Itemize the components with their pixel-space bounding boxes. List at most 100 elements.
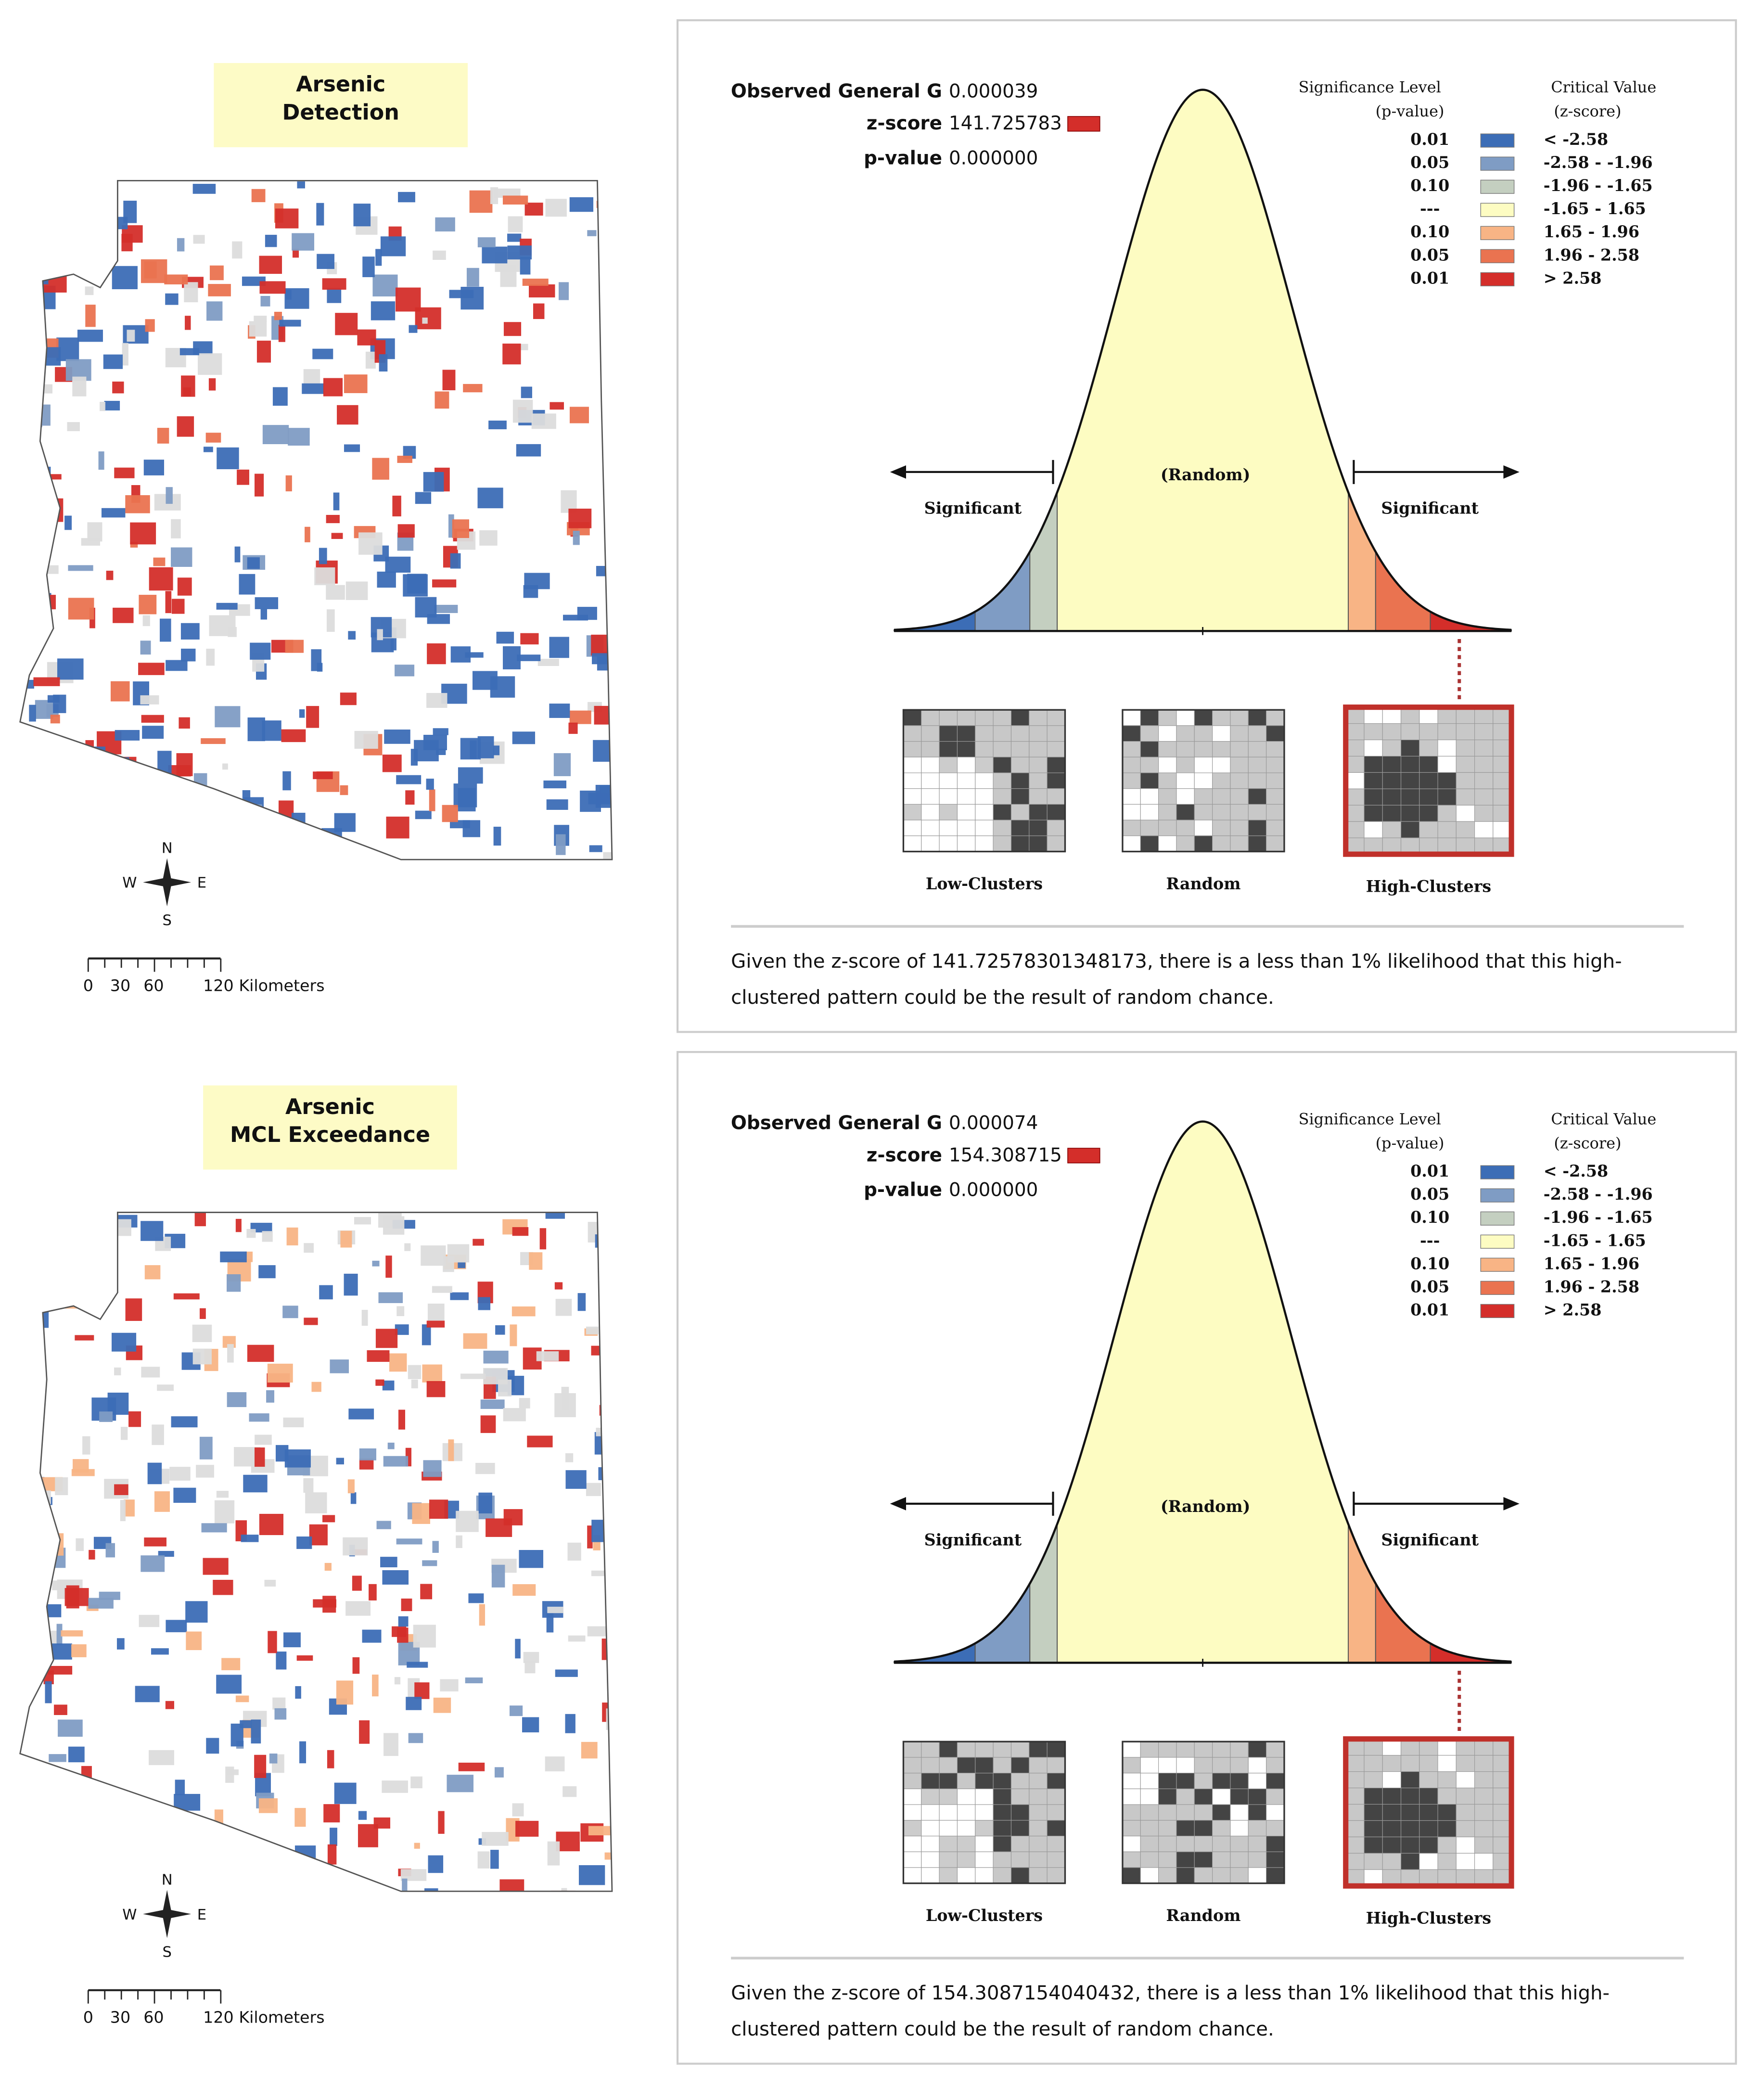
map-patch — [38, 236, 45, 243]
thumbnail-cell — [1158, 709, 1177, 726]
map-patch — [50, 1277, 61, 1293]
compass-label: N — [162, 1872, 173, 1889]
thumbnail-cell — [1122, 1867, 1141, 1884]
thumbnail-cell — [1400, 821, 1420, 838]
map-patch — [144, 1537, 166, 1547]
map-patch — [344, 1273, 358, 1296]
thumbnail-cell — [1029, 725, 1048, 742]
thumbnail-cell — [1230, 741, 1249, 757]
map-patch — [114, 467, 135, 478]
map-patch — [206, 649, 215, 666]
map-patch — [102, 1801, 113, 1823]
thumbnail-cell — [1345, 1836, 1365, 1854]
map-patch — [385, 556, 411, 573]
legend-header: Critical Value — [1551, 78, 1656, 96]
thumbnail-cell — [1194, 1788, 1213, 1805]
map-patch — [177, 238, 185, 252]
thumbnail-cell — [1419, 1804, 1438, 1821]
map-patch — [299, 709, 305, 718]
thumbnail-cell — [975, 756, 994, 773]
map-patch — [398, 192, 415, 203]
thumbnail-cell — [921, 1820, 940, 1837]
map-patch — [299, 1741, 307, 1764]
thumbnail-cell — [1029, 1788, 1048, 1805]
map-patch — [125, 1298, 142, 1321]
thumbnail-cell — [1176, 820, 1195, 836]
thumbnail-cell — [1493, 772, 1512, 789]
map-patch — [512, 1803, 524, 1817]
map-patch — [141, 1221, 164, 1241]
legend-header: (p-value) — [1376, 102, 1444, 120]
map-patch — [265, 234, 277, 247]
thumbnail-cell — [975, 1757, 994, 1774]
thumbnail-cell — [1194, 1804, 1213, 1821]
legend-z: 1.65 - 1.96 — [1544, 1254, 1639, 1273]
map-patch — [142, 726, 164, 739]
thumbnail-cell — [1437, 1739, 1457, 1756]
map-patch — [227, 1344, 234, 1363]
stat-label: Observed General G — [731, 81, 942, 102]
thumbnail-cell — [993, 1820, 1012, 1837]
map-patch — [85, 286, 94, 295]
thumbnail-cell — [1345, 1771, 1365, 1789]
map-patch — [493, 745, 500, 755]
compass — [143, 1890, 192, 1938]
map-patch — [65, 181, 84, 192]
thumbnail-cell — [1010, 1757, 1030, 1774]
map-patch — [256, 340, 271, 363]
map-patch — [490, 187, 499, 205]
map-patch — [512, 399, 533, 423]
thumbnail-cell — [1364, 1820, 1383, 1837]
thumbnail-cell — [1400, 1771, 1420, 1789]
map-title: Arsenic — [285, 1095, 375, 1119]
thumbnail-cell — [975, 741, 994, 757]
map-patch — [348, 631, 356, 640]
map-patch — [272, 387, 288, 406]
thumbnail-cell — [939, 756, 958, 773]
map-patch — [545, 1213, 565, 1219]
map-patch — [490, 1850, 499, 1869]
map-patch — [192, 1324, 212, 1342]
map-patch — [531, 413, 556, 429]
thumbnail-cell — [1029, 741, 1048, 757]
thumbnail-cell — [1456, 788, 1475, 806]
legend-p: 0.05 — [1410, 153, 1449, 172]
thumbnail-cell — [1400, 755, 1420, 773]
thumbnail-label: High-Clusters — [1366, 877, 1491, 896]
map-patch — [278, 324, 285, 342]
map-patch — [580, 790, 601, 812]
thumbnail-cell — [1248, 1773, 1267, 1789]
thumbnail-cell — [1266, 804, 1285, 820]
map-patch — [66, 848, 87, 858]
map-patch — [527, 1435, 553, 1447]
map-patch — [450, 646, 471, 663]
thumbnail-cell — [1400, 1820, 1420, 1837]
map-patch — [336, 1458, 344, 1465]
thumbnail-cell — [975, 1835, 994, 1852]
map-patch — [594, 705, 612, 725]
thumbnail-cell — [1230, 1773, 1249, 1789]
map-patch — [556, 1831, 580, 1852]
map-patch — [58, 1719, 83, 1737]
arrow-head — [890, 1497, 906, 1511]
map-patch — [100, 772, 117, 781]
map-patch — [568, 1635, 586, 1642]
map-patch — [520, 256, 531, 275]
thumbnail-cell — [1230, 804, 1249, 820]
map-patch — [165, 293, 179, 305]
thumbnail-cell — [1248, 709, 1267, 726]
thumbnail-cell — [903, 788, 922, 805]
map-patch — [50, 1800, 60, 1811]
map-patch — [569, 710, 591, 724]
map-patch — [306, 858, 313, 860]
map-patch — [104, 1891, 116, 1892]
map-patch — [319, 1869, 335, 1875]
thumbnail-cell — [1248, 1804, 1267, 1821]
thumbnail-cell — [1047, 1804, 1066, 1821]
map-patch — [397, 1627, 409, 1643]
thumbnail-cell — [1382, 837, 1402, 855]
thumbnail-cell — [921, 1773, 940, 1789]
thumbnail-cell — [1382, 1820, 1402, 1837]
thumbnail-cell — [993, 820, 1012, 836]
thumbnail-cell — [939, 835, 958, 852]
